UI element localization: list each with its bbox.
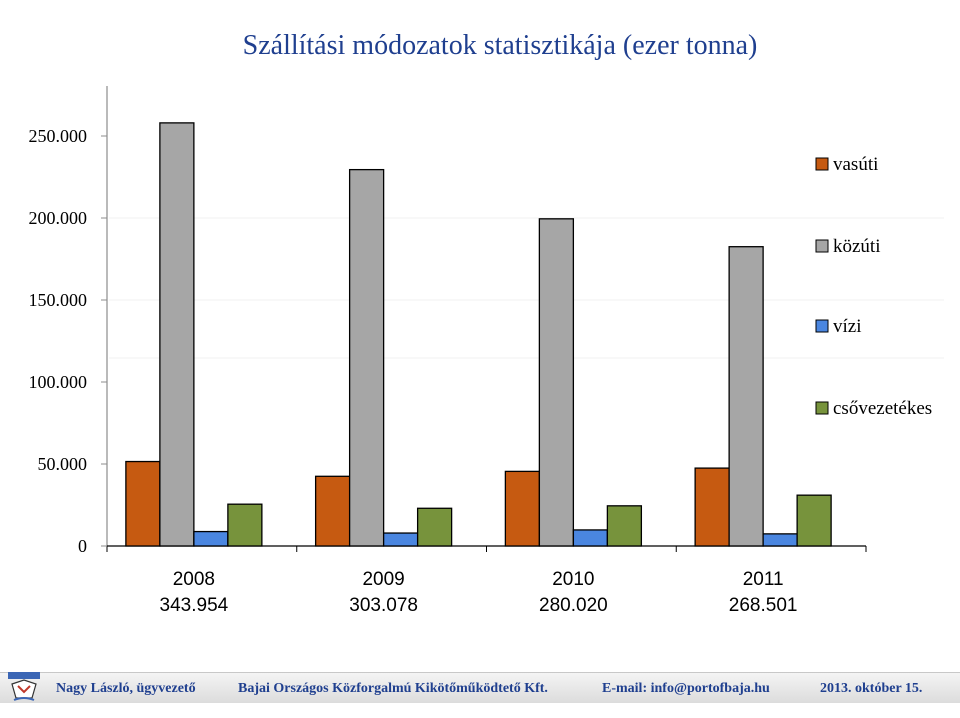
y-tick-label: 200.000 <box>29 208 88 228</box>
bar-4-2009 <box>416 507 453 547</box>
chart-title: Szállítási módozatok statisztikája (ezer… <box>242 30 758 61</box>
category-label-year: 2010 <box>552 569 594 590</box>
y-tick-label: 250.000 <box>29 126 88 146</box>
category-label-total: 343.954 <box>160 595 229 616</box>
bar-chart: 0 50.000 100.000 150.000 200.000 250.000 2008… <box>29 86 944 616</box>
footer-date: 2013. október 15. <box>820 681 923 696</box>
legend-label: vasúti <box>833 154 878 175</box>
bar-2-2010 <box>538 218 575 547</box>
bar-group <box>125 122 832 547</box>
bar-1-2011 <box>694 467 730 547</box>
bar-2-2008 <box>159 122 195 547</box>
y-tick-label: 0 <box>78 536 87 556</box>
bar-3-2011 <box>762 533 798 547</box>
bar-1-2010 <box>504 470 541 547</box>
category-label-total: 303.078 <box>349 595 418 616</box>
bar-4-2008 <box>227 503 263 547</box>
legend-label: csővezetékes <box>833 398 932 419</box>
y-axis-ticks: 0 50.000 100.000 150.000 200.000 250.000 <box>29 126 107 556</box>
bar-3-2010 <box>572 529 609 547</box>
legend: vasúti közúti vízi csővezetékes <box>815 154 932 419</box>
bar-1-2009 <box>314 475 351 547</box>
y-tick-label: 100.000 <box>29 372 88 392</box>
bar-1-2008 <box>125 460 161 547</box>
bar-4-2010 <box>606 505 643 547</box>
bar-2-2009 <box>348 168 385 547</box>
legend-swatch <box>815 157 829 171</box>
bar-3-2009 <box>382 532 419 547</box>
category-labels: 2008 343.954 2009 303.078 2010 280.020 2011 268… <box>160 569 798 616</box>
port-logo-icon <box>8 672 40 701</box>
category-label-total: 268.501 <box>729 595 798 616</box>
footer-company: Bajai Országos Közforgalmú Kikötőműködte… <box>238 681 548 696</box>
footer-author: Nagy László, ügyvezető <box>56 681 196 696</box>
legend-swatch <box>815 401 829 415</box>
bar-2-2011 <box>728 246 764 547</box>
category-label-year: 2008 <box>173 569 215 590</box>
background-separators <box>109 217 944 359</box>
category-label-total: 280.020 <box>539 595 608 616</box>
footer-email[interactable]: E-mail: info@portofbaja.hu <box>602 681 770 696</box>
legend-label: vízi <box>833 316 862 337</box>
bar-4-2011 <box>796 494 832 547</box>
category-label-year: 2011 <box>743 569 784 590</box>
y-tick-label: 50.000 <box>38 454 88 474</box>
legend-swatch <box>815 239 829 253</box>
legend-swatch <box>815 319 829 333</box>
legend-label: közúti <box>833 236 881 257</box>
category-label-year: 2009 <box>362 569 404 590</box>
y-tick-label: 150.000 <box>29 290 88 310</box>
footer-bar <box>0 672 960 703</box>
bar-3-2008 <box>193 530 229 547</box>
